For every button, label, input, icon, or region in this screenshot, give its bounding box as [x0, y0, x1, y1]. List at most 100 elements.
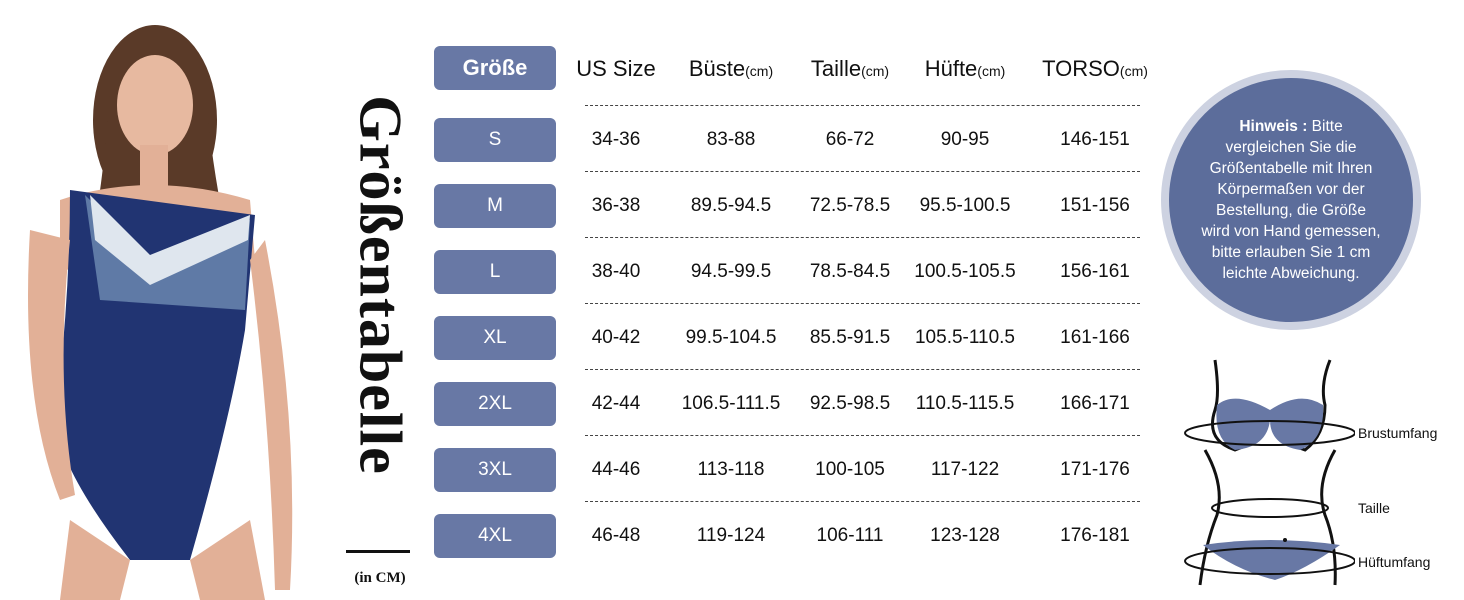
- table-cell: 99.5-104.5: [685, 327, 777, 348]
- table-cell: 38-40: [591, 261, 641, 282]
- note-circle: Hinweis : Bitte vergleichen Sie die Größen…: [1161, 70, 1421, 330]
- table-cell: 119-124: [696, 525, 766, 546]
- note-text-line: Größentabelle mit Ihren: [1209, 160, 1373, 177]
- row-divider: [585, 171, 1140, 172]
- table-cell: 95.5-100.5: [919, 195, 1011, 216]
- diagram-label: Brustumfang: [1358, 425, 1438, 441]
- table-cell: 105.5-110.5: [914, 327, 1016, 348]
- header-text: Hüfte: [924, 56, 978, 81]
- header-cell: Hüfte(cm): [925, 56, 1006, 82]
- note-text-line: bitte erlauben Sie 1 cm: [1211, 244, 1371, 261]
- note-line: Bestellung, die Größe: [1201, 200, 1380, 221]
- table-cell: 100.5-105.5: [914, 261, 1016, 282]
- size-label: S: [488, 129, 502, 150]
- note-line: bitte erlauben Sie 1 cm: [1201, 242, 1380, 263]
- size-pill: 4XL: [434, 514, 556, 558]
- subtitle: (in CM): [354, 570, 406, 586]
- header-unit: (cm): [861, 63, 890, 79]
- size-label: L: [489, 261, 501, 282]
- table-cell: 85.5-91.5: [809, 327, 891, 348]
- table-cell: 171-176: [1060, 459, 1130, 480]
- note-text-line: Bestellung, die Größe: [1216, 202, 1366, 219]
- header-cell: Büste(cm): [689, 56, 773, 82]
- row-divider: [585, 303, 1140, 304]
- table-cell: 90-95: [940, 129, 990, 150]
- row-divider: [585, 435, 1140, 436]
- table-cell: 36-38: [591, 195, 641, 216]
- table-cell: 161-166: [1060, 327, 1130, 348]
- table-cell: 42-44: [591, 393, 641, 414]
- table-cell: 156-161: [1060, 261, 1130, 282]
- size-pill: S: [434, 118, 556, 162]
- size-label: 2XL: [478, 393, 512, 414]
- header-unit: (cm): [977, 63, 1006, 79]
- table-cell: 100-105: [815, 459, 885, 480]
- diagram-label: Taille: [1358, 500, 1390, 516]
- table-cell: 78.5-84.5: [809, 261, 891, 282]
- note-text-line: Bitte: [1311, 118, 1343, 135]
- table-cell: 94.5-99.5: [690, 261, 772, 282]
- note-line: Körpermaßen vor der: [1201, 179, 1380, 200]
- table-cell: 166-171: [1060, 393, 1130, 414]
- header-cell: TORSO(cm): [1042, 56, 1148, 82]
- header-cell: US Size: [576, 56, 655, 82]
- table-cell: 46-48: [591, 525, 641, 546]
- header-cell: Taille(cm): [811, 56, 889, 82]
- note-text-line: vergleichen Sie die: [1225, 139, 1357, 156]
- note-line: wird von Hand gemessen,: [1201, 221, 1380, 242]
- table-cell: 40-42: [591, 327, 641, 348]
- note-line: Größentabelle mit Ihren: [1201, 158, 1380, 179]
- size-label: 4XL: [478, 525, 512, 546]
- size-pill: M: [434, 184, 556, 228]
- table-cell: 66-72: [825, 129, 875, 150]
- title-rule: [346, 550, 410, 553]
- model-photo: [28, 25, 293, 600]
- table-cell: 151-156: [1060, 195, 1130, 216]
- note-line: leichte Abweichung.: [1201, 263, 1380, 284]
- diagram-label: Hüftumfang: [1358, 554, 1431, 570]
- row-divider: [585, 237, 1140, 238]
- size-label: M: [487, 195, 503, 216]
- table-cell: 113-118: [697, 459, 765, 480]
- table-cell: 83-88: [706, 129, 756, 150]
- note-text-line: leichte Abweichung.: [1222, 265, 1360, 282]
- size-pill: 2XL: [434, 382, 556, 426]
- row-divider: [585, 105, 1140, 106]
- size-pill: L: [434, 250, 556, 294]
- size-pill: 3XL: [434, 448, 556, 492]
- measure-diagram: [1184, 359, 1355, 586]
- header-pill: Größe: [434, 46, 556, 90]
- table-cell: 89.5-94.5: [690, 195, 772, 216]
- row-divider: [585, 369, 1140, 370]
- header-unit: (cm): [745, 63, 774, 79]
- note-text-line: Körpermaßen vor der: [1217, 181, 1365, 198]
- table-cell: 123-128: [930, 525, 1000, 546]
- table-cell: 146-151: [1060, 129, 1130, 150]
- size-pill: XL: [434, 316, 556, 360]
- header-text: US Size: [576, 56, 656, 81]
- vertical-title: Größentabelle: [340, 30, 420, 540]
- header-cell: Größe: [462, 55, 528, 80]
- table-cell: 34-36: [591, 129, 641, 150]
- table-cell: 72.5-78.5: [809, 195, 891, 216]
- note-text: Hinweis : Bitte vergleichen Sie die Größen…: [1201, 116, 1380, 284]
- title: Größentabelle: [347, 95, 414, 475]
- header-unit: (cm): [1119, 63, 1148, 79]
- table-cell: 92.5-98.5: [809, 393, 891, 414]
- table-cell: 176-181: [1060, 525, 1130, 546]
- note-line: Hinweis : Bitte: [1201, 116, 1380, 137]
- row-divider: [585, 501, 1140, 502]
- table-cell: 106-111: [816, 525, 884, 546]
- table-cell: 106.5-111.5: [681, 393, 781, 414]
- table-cell: 110.5-115.5: [915, 393, 1015, 414]
- header-text: Büste: [688, 56, 746, 81]
- table-cell: 44-46: [591, 459, 641, 480]
- size-label: XL: [483, 327, 507, 348]
- note-line: vergleichen Sie die: [1201, 137, 1380, 158]
- header-text: TORSO: [1042, 56, 1120, 81]
- table-cell: 117-122: [930, 459, 1000, 480]
- note-label: Hinweis :: [1239, 118, 1308, 135]
- header-text: Taille: [810, 56, 862, 81]
- note-text-line: wird von Hand gemessen,: [1201, 223, 1381, 240]
